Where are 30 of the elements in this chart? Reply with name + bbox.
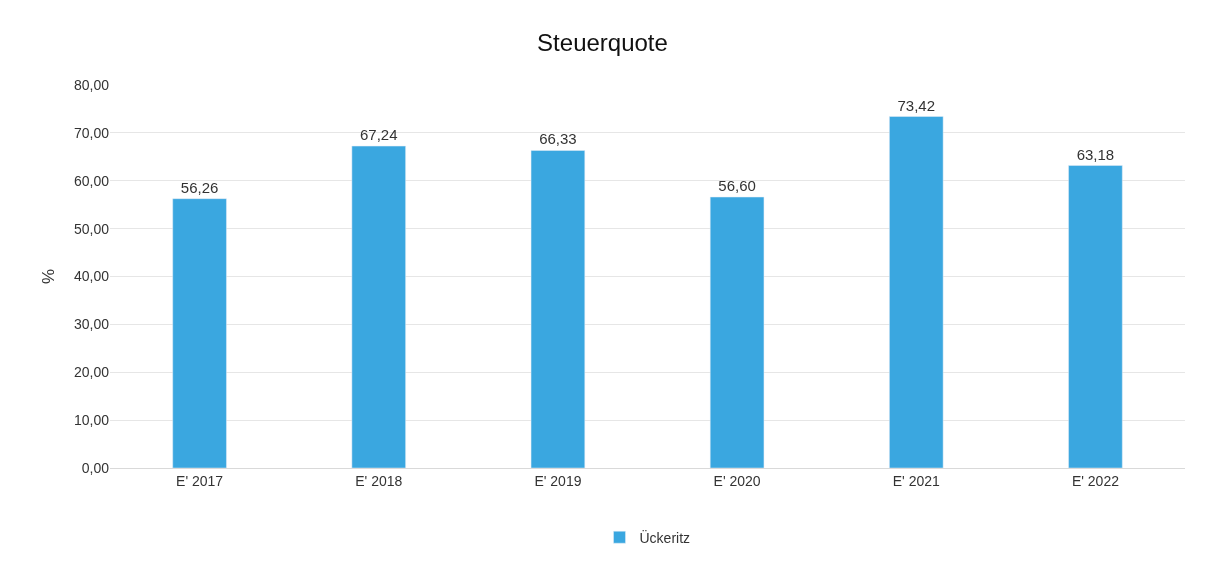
y-tick-label: 10,00 xyxy=(73,412,110,429)
bar xyxy=(172,198,227,468)
data-label: 66,33 xyxy=(539,130,577,148)
y-tick-label: 80,00 xyxy=(73,76,110,93)
y-tick-label: 70,00 xyxy=(73,124,110,141)
y-tick-label: 30,00 xyxy=(73,316,110,333)
bar xyxy=(1068,165,1123,468)
data-label: 56,26 xyxy=(180,178,219,196)
chart-title: Steuerquote xyxy=(537,28,668,56)
x-tick-label: E' 2020 xyxy=(713,472,761,489)
bar xyxy=(889,116,944,468)
y-tick-label: 50,00 xyxy=(73,220,110,237)
bar xyxy=(709,196,765,468)
x-tick-label: E' 2018 xyxy=(355,472,403,489)
x-tick-label: E' 2019 xyxy=(534,472,582,489)
data-label: 73,42 xyxy=(897,96,936,114)
y-axis-title: % xyxy=(38,268,58,285)
bar xyxy=(530,150,586,468)
y-tick-label: 40,00 xyxy=(73,268,110,285)
x-tick-label: E' 2022 xyxy=(1071,472,1120,489)
bar xyxy=(351,145,406,468)
data-label: 67,24 xyxy=(359,126,398,144)
data-label: 63,18 xyxy=(1076,145,1115,163)
y-tick-label: 60,00 xyxy=(73,172,110,189)
x-tick-label: E' 2021 xyxy=(892,472,940,489)
data-label: 56,60 xyxy=(718,177,756,195)
y-tick-label: 0,00 xyxy=(81,459,110,476)
y-tick-label: 20,00 xyxy=(73,364,110,381)
legend-label: Ückeritz xyxy=(639,528,691,546)
x-tick-label: E' 2017 xyxy=(176,472,224,489)
